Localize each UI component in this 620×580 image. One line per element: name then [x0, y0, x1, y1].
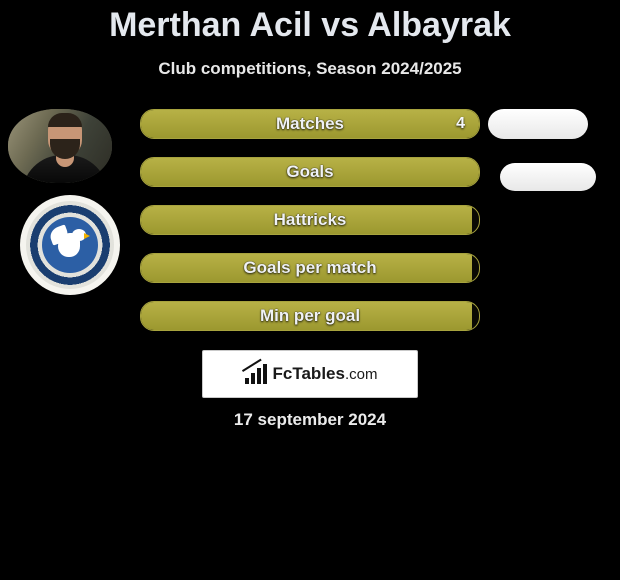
player1-avatar [8, 109, 112, 183]
chart-arrow-icon [243, 364, 267, 384]
stat-bar-goals: Goals [140, 157, 480, 187]
snapshot-date: 17 september 2024 [0, 410, 620, 430]
stat-label: Min per goal [141, 302, 479, 330]
stat-bar-matches: Matches 4 [140, 109, 480, 139]
right-oval [500, 163, 596, 191]
stat-bar-min-per-goal: Min per goal [140, 301, 480, 331]
watermark: FcTables.com [202, 350, 418, 398]
stat-bar-goals-per-match: Goals per match [140, 253, 480, 283]
watermark-text: FcTables.com [273, 364, 378, 384]
right-badges [488, 109, 596, 215]
eagle-icon [50, 227, 90, 263]
stat-label: Matches [141, 110, 479, 138]
stat-label: Goals [141, 158, 479, 186]
comparison-panel: Matches 4 Goals Hattricks Goals per matc… [0, 99, 620, 339]
watermark-brand: FcTables [273, 364, 345, 383]
watermark-tld: .com [345, 366, 378, 383]
stat-value: 4 [456, 110, 465, 138]
stat-label: Hattricks [141, 206, 479, 234]
stat-label: Goals per match [141, 254, 479, 282]
subtitle: Club competitions, Season 2024/2025 [0, 59, 620, 79]
right-oval [488, 109, 588, 139]
stat-bar-hattricks: Hattricks [140, 205, 480, 235]
stat-bars: Matches 4 Goals Hattricks Goals per matc… [140, 109, 480, 349]
club-badge [20, 195, 120, 295]
page-title: Merthan Acil vs Albayrak [0, 0, 620, 45]
